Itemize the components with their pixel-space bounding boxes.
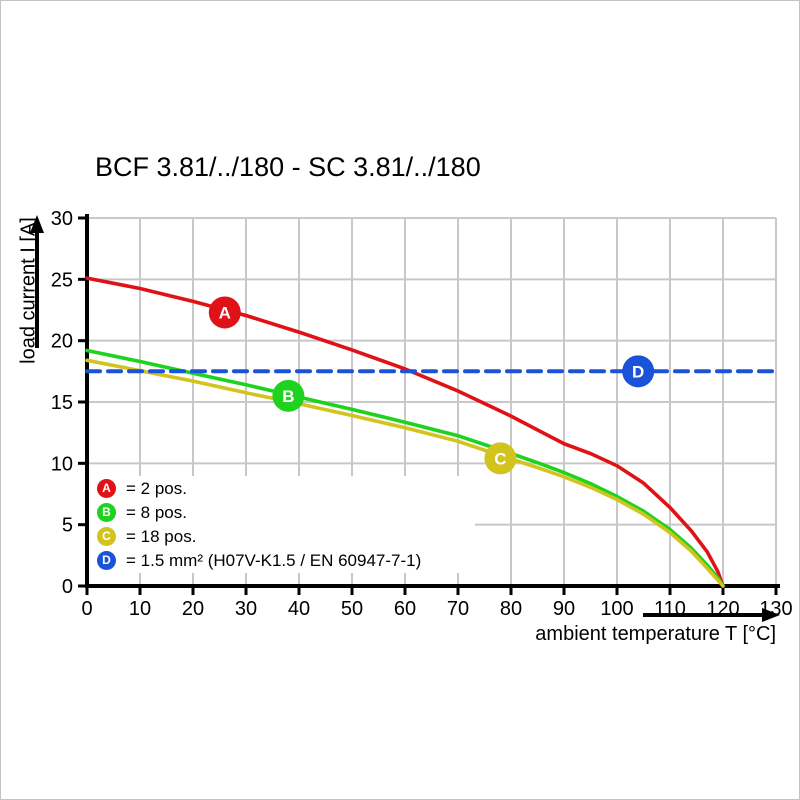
x-tick-label: 10	[129, 598, 151, 620]
x-tick-label: 70	[447, 598, 469, 620]
marker-a-icon	[208, 296, 241, 329]
legend-item-b: B = 8 pos.	[97, 503, 475, 522]
y-tick-label: 5	[62, 515, 73, 537]
marker-b-letter: B	[282, 387, 294, 406]
legend-item-a: A = 2 pos.	[97, 479, 475, 498]
marker-c-letter: C	[494, 449, 506, 468]
marker-c-icon	[484, 442, 517, 475]
marker-d-letter: D	[632, 362, 644, 381]
legend-item-c: C = 18 pos.	[97, 527, 475, 546]
legend-marker-c-icon: C	[97, 527, 116, 546]
y-tick-label: 30	[51, 208, 73, 230]
x-tick-label: 20	[182, 598, 204, 620]
y-tick-label: 25	[51, 269, 73, 291]
x-axis-arrowhead-icon	[762, 608, 780, 622]
legend-marker-b-icon: B	[97, 503, 116, 522]
y-tick-label: 10	[51, 453, 73, 475]
x-tick-label: 90	[553, 598, 575, 620]
curve-c	[85, 358, 725, 588]
legend-marker-d-icon: D	[97, 551, 116, 570]
legend-label-c: = 18 pos.	[126, 526, 197, 546]
legend-marker-a-icon: A	[97, 479, 116, 498]
x-tick-label: 40	[288, 598, 310, 620]
curve-b	[85, 348, 725, 588]
legend-label-d: = 1.5 mm² (H07V-K1.5 / EN 60947-7-1)	[126, 550, 422, 570]
legend-item-d: D = 1.5 mm² (H07V-K1.5 / EN 60947-7-1)	[97, 551, 475, 570]
x-tick-label: 30	[235, 598, 257, 620]
chart-title: BCF 3.81/../180 - SC 3.81/../180	[95, 152, 481, 182]
x-tick-label: 100	[600, 598, 633, 620]
y-tick-label: 20	[51, 331, 73, 353]
x-tick-label: 0	[81, 598, 92, 620]
x-tick-label: 60	[394, 598, 416, 620]
marker-a-letter: A	[219, 303, 231, 322]
y-tick-label: 15	[51, 392, 73, 414]
legend-label-b: = 8 pos.	[126, 502, 187, 522]
legend-label-a: = 2 pos.	[126, 478, 187, 498]
chart-legend: A = 2 pos. B = 8 pos. C = 18 pos. D = 1.…	[89, 476, 475, 573]
x-tick-label: 80	[500, 598, 522, 620]
x-tick-label: 50	[341, 598, 363, 620]
x-axis-label: ambient temperature T [°C]	[535, 623, 776, 645]
y-axis-arrowhead-icon	[30, 215, 44, 233]
marker-d-icon	[622, 355, 655, 388]
marker-b-icon	[272, 379, 305, 412]
y-tick-label: 0	[62, 576, 73, 598]
